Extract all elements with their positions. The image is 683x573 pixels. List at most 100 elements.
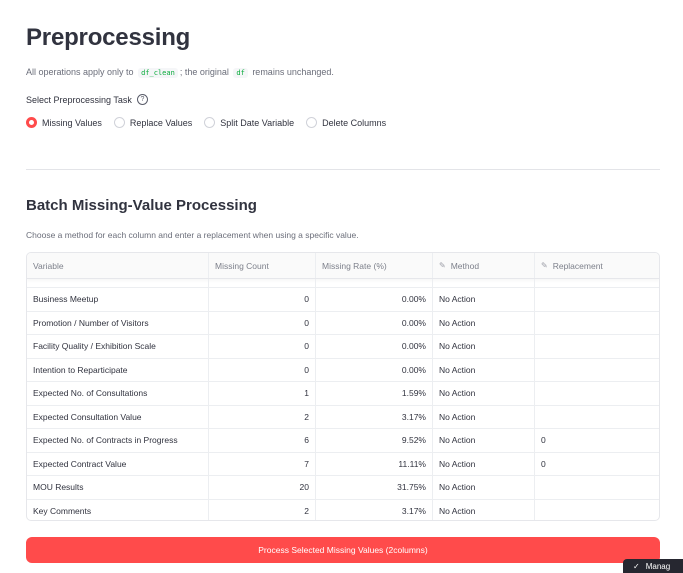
- manage-toast[interactable]: ✓ Manag: [623, 559, 683, 573]
- cell-missing-count: 7: [209, 452, 316, 475]
- table-header: Variable Missing Count Missing Rate (%) …: [27, 253, 659, 279]
- cell-missing-count: 0: [209, 358, 316, 381]
- radio-option-replace-values[interactable]: Replace Values: [113, 117, 193, 128]
- cell-missing-count: 0: [209, 335, 316, 358]
- task-select-label-text: Select Preprocessing Task: [26, 94, 132, 105]
- cell-replacement[interactable]: [535, 476, 659, 499]
- edit-icon: ✎: [541, 261, 548, 270]
- cell-replacement[interactable]: [535, 288, 659, 311]
- section-caption: Choose a method for each column and ente…: [26, 230, 359, 240]
- question-circle-icon[interactable]: ?: [136, 94, 148, 105]
- cell-method[interactable]: No Action: [433, 429, 535, 452]
- divider: [26, 169, 660, 170]
- task-select-label: Select Preprocessing Task ?: [26, 94, 148, 105]
- header-missing-count[interactable]: Missing Count: [209, 253, 316, 278]
- cell-variable: Promotion / Number of Visitors: [27, 311, 209, 334]
- cell-missing-rate: 0.00%: [316, 358, 433, 381]
- table-row: Expected Contract Value 7 11.11% No Action 0: [27, 452, 659, 476]
- cell-variable: Facility Quality / Exhibition Scale: [27, 335, 209, 358]
- header-missing-count-label: Missing Count: [215, 260, 269, 271]
- cell-missing-rate: 3.17%: [316, 499, 433, 520]
- scrolled-row-fragment: [27, 279, 659, 288]
- cell-variable: MOU Results: [27, 476, 209, 499]
- section-title: Batch Missing-Value Processing: [26, 197, 257, 214]
- cell-method[interactable]: No Action: [433, 476, 535, 499]
- header-method[interactable]: ✎ Method: [433, 253, 535, 278]
- cell-missing-count: 6: [209, 429, 316, 452]
- cell-method[interactable]: No Action: [433, 405, 535, 428]
- edit-icon: ✎: [439, 261, 446, 270]
- caption-suffix: remains unchanged.: [252, 67, 334, 77]
- process-missing-values-button[interactable]: Process Selected Missing Values (2column…: [26, 537, 660, 563]
- code-df-clean: df_clean: [138, 68, 178, 78]
- cell-method[interactable]: No Action: [433, 358, 535, 381]
- cell-missing-count: 20: [209, 476, 316, 499]
- cell-method[interactable]: No Action: [433, 452, 535, 475]
- table-row: Facility Quality / Exhibition Scale 0 0.00…: [27, 335, 659, 359]
- table-row: Expected No. of Contracts in Progress 6 9.…: [27, 429, 659, 453]
- missing-values-table[interactable]: Variable Missing Count Missing Rate (%) …: [26, 252, 660, 521]
- radio-option-label: Split Date Variable: [220, 117, 295, 128]
- cell-variable: Key Comments: [27, 499, 209, 520]
- table-row: Expected No. of Consultations 1 1.59% No Ac…: [27, 382, 659, 406]
- caption-prefix: All operations apply only to: [26, 67, 134, 77]
- header-missing-rate-label: Missing Rate (%): [322, 260, 387, 271]
- cell-replacement[interactable]: [535, 359, 659, 382]
- header-method-label: Method: [450, 260, 480, 271]
- cell-method[interactable]: No Action: [433, 288, 535, 311]
- radio-unselected-icon[interactable]: [306, 117, 318, 128]
- cell-method[interactable]: No Action: [433, 335, 535, 358]
- radio-option-missing-values[interactable]: Missing Values: [26, 117, 102, 128]
- cell-variable: Expected No. of Contracts in Progress: [27, 429, 209, 452]
- cell-missing-count: 1: [209, 382, 316, 405]
- cell-method[interactable]: No Action: [433, 311, 535, 334]
- cell-missing-rate: 3.17%: [316, 405, 433, 428]
- header-replacement[interactable]: ✎ Replacement: [535, 253, 659, 278]
- cell-missing-count: 2: [209, 405, 316, 428]
- cell-replacement[interactable]: [535, 500, 659, 521]
- table-row: Promotion / Number of Visitors 0 0.00% No A…: [27, 311, 659, 335]
- cell-replacement[interactable]: [535, 312, 659, 335]
- radio-option-delete-columns[interactable]: Delete Columns: [306, 117, 386, 128]
- cell-missing-count: 2: [209, 499, 316, 520]
- cell-missing-rate: 0.00%: [316, 311, 433, 334]
- cell-method[interactable]: No Action: [433, 499, 535, 520]
- radio-option-label: Missing Values: [42, 117, 102, 128]
- code-df: df: [233, 68, 248, 78]
- cell-variable: Business Meetup: [27, 288, 209, 311]
- radio-option-label: Replace Values: [129, 117, 193, 128]
- radio-selected-icon[interactable]: [26, 117, 37, 128]
- radio-option-label: Delete Columns: [322, 117, 387, 128]
- cell-missing-count: 0: [209, 288, 316, 311]
- check-icon: ✓: [633, 561, 640, 571]
- cell-missing-count: 0: [209, 311, 316, 334]
- cell-missing-rate: 1.59%: [316, 382, 433, 405]
- cell-replacement[interactable]: [535, 406, 659, 429]
- cell-replacement[interactable]: [535, 382, 659, 405]
- page-caption: All operations apply only to df_clean; t…: [26, 67, 334, 78]
- table-row: Expected Consultation Value 2 3.17% No Acti…: [27, 405, 659, 429]
- cell-variable: Expected Consultation Value: [27, 405, 209, 428]
- table-row: MOU Results 20 31.75% No Action: [27, 476, 659, 500]
- cell-replacement[interactable]: 0: [541, 435, 546, 446]
- cell-variable: Intention to Reparticipate: [27, 358, 209, 381]
- header-variable-label: Variable: [33, 260, 64, 271]
- page-title: Preprocessing: [26, 24, 191, 51]
- header-replacement-label: Replacement: [552, 260, 603, 271]
- cell-replacement[interactable]: [535, 335, 659, 358]
- caption-mid: ; the original: [179, 67, 229, 77]
- cell-missing-rate: 0.00%: [316, 335, 433, 358]
- cell-missing-rate: 0.00%: [316, 288, 433, 311]
- radio-unselected-icon[interactable]: [204, 117, 216, 128]
- table-row: Intention to Reparticipate 0 0.00% No Actio…: [27, 358, 659, 382]
- radio-unselected-icon[interactable]: [113, 117, 125, 128]
- radio-option-split-date-variable[interactable]: Split Date Variable: [204, 117, 294, 128]
- table-row: Key Comments 2 3.17% No Action: [27, 499, 659, 521]
- cell-missing-rate: 11.11%: [316, 452, 433, 475]
- cell-variable: Expected No. of Consultations: [27, 382, 209, 405]
- header-variable[interactable]: Variable: [27, 253, 209, 278]
- cell-missing-rate: 31.75%: [316, 476, 433, 499]
- cell-replacement[interactable]: 0: [541, 458, 546, 469]
- header-missing-rate[interactable]: Missing Rate (%): [316, 253, 433, 278]
- cell-method[interactable]: No Action: [433, 382, 535, 405]
